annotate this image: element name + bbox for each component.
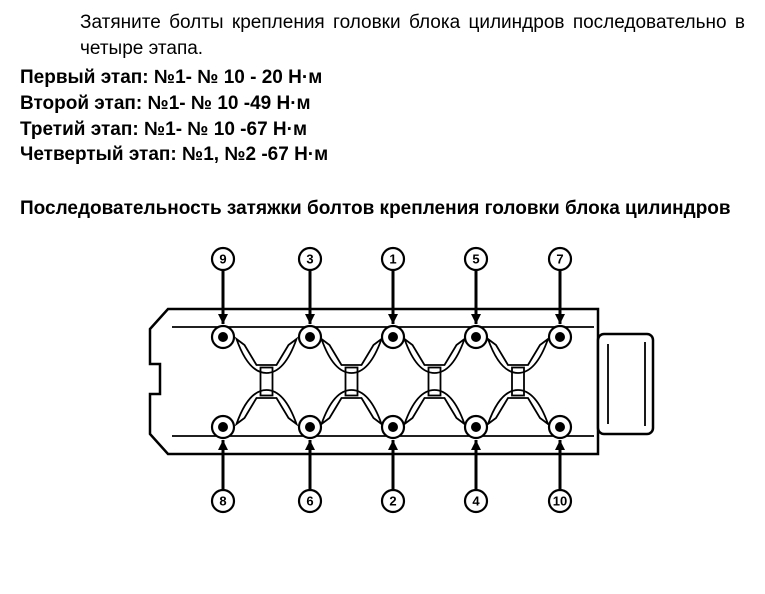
stage-4: Четвертый этап: №1, №2 -67 Н·м	[20, 142, 745, 168]
stage-1-value: №1- № 10 - 20 Н·м	[154, 67, 322, 88]
stage-1-label: Первый этап:	[20, 67, 149, 88]
svg-text:8: 8	[219, 494, 226, 509]
stage-2: Второй этап: №1- № 10 -49 Н·м	[20, 91, 745, 117]
svg-text:7: 7	[556, 252, 563, 267]
svg-text:10: 10	[552, 494, 566, 509]
stage-1: Первый этап: №1- № 10 - 20 Н·м	[20, 65, 745, 91]
svg-text:3: 3	[306, 252, 313, 267]
stage-3: Третий этап: №1- № 10 -67 Н·м	[20, 117, 745, 143]
stage-3-label: Третий этап:	[20, 119, 139, 140]
stage-4-value: №1, №2 -67 Н·м	[182, 144, 328, 165]
svg-text:9: 9	[219, 252, 226, 267]
cylinder-head-svg: 9 3 1 5 7 8 6 2 4 10	[88, 229, 678, 529]
stage-2-value: №1- № 10 -49 Н·м	[148, 93, 311, 114]
svg-text:2: 2	[389, 494, 396, 509]
svg-text:4: 4	[472, 494, 480, 509]
intro-text: Затяните болты крепления головки блока ц…	[80, 10, 745, 61]
svg-text:1: 1	[389, 252, 396, 267]
svg-text:5: 5	[472, 252, 479, 267]
svg-text:6: 6	[306, 494, 313, 509]
sequence-title: Последовательность затяжки болтов крепле…	[20, 196, 745, 222]
stage-3-value: №1- № 10 -67 Н·м	[144, 119, 307, 140]
torque-sequence-diagram: 9 3 1 5 7 8 6 2 4 10	[20, 229, 745, 529]
stage-2-label: Второй этап:	[20, 93, 142, 114]
stage-4-label: Четвертый этап:	[20, 144, 177, 165]
